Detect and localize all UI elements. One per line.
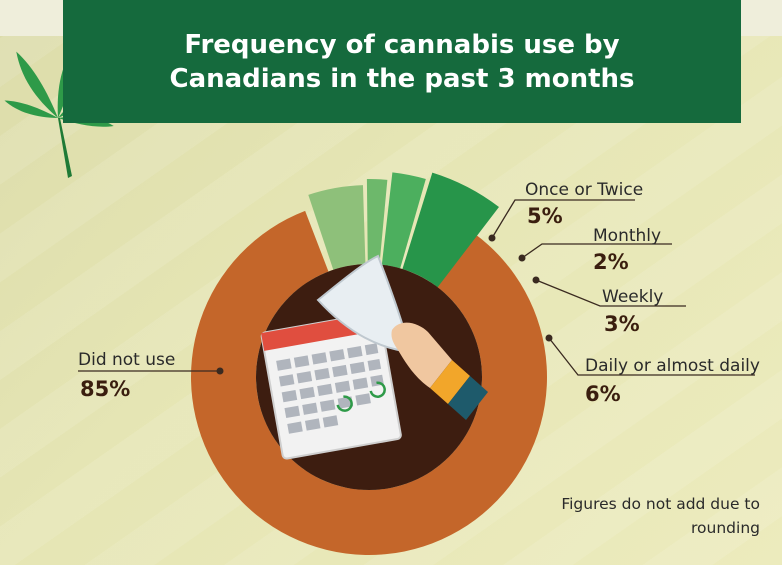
leader-daily (548, 337, 755, 376)
leader-dots (216, 234, 553, 375)
slice-once-or-twice (308, 185, 366, 270)
value-once-or-twice: 5% (527, 204, 563, 228)
hand-icon (391, 322, 488, 420)
slice-did-not-use (190, 210, 547, 556)
dot-weekly (532, 276, 540, 284)
footnote: Figures do not add due to rounding (561, 495, 760, 537)
value-daily: 6% (585, 382, 621, 406)
dot-monthly (518, 254, 526, 262)
leader-weekly (535, 279, 686, 307)
leader-lines (78, 199, 755, 376)
dot-once-or-twice (488, 234, 496, 242)
dot-daily (545, 334, 553, 342)
label-weekly: Weekly (602, 287, 664, 307)
label-daily: Daily or almost daily (585, 356, 760, 376)
title-banner: Frequency of cannabis use by Canadians i… (63, 0, 741, 123)
value-monthly: 2% (593, 250, 629, 274)
label-did-not-use: Did not use (78, 350, 176, 370)
label-once-or-twice: Once or Twice (525, 180, 644, 200)
value-weekly: 3% (604, 312, 640, 336)
slice-daily (402, 172, 499, 288)
slice-monthly (366, 178, 388, 265)
value-did-not-use: 85% (80, 377, 131, 401)
chart-title: Frequency of cannabis use by Canadians i… (169, 29, 635, 94)
slice-weekly (381, 172, 426, 269)
leader-monthly (521, 243, 672, 259)
leader-once-or-twice (491, 199, 635, 239)
donut-slices (190, 172, 547, 556)
dot-did-not-use (216, 367, 224, 375)
label-monthly: Monthly (593, 226, 662, 246)
calendar-icon (260, 254, 412, 460)
